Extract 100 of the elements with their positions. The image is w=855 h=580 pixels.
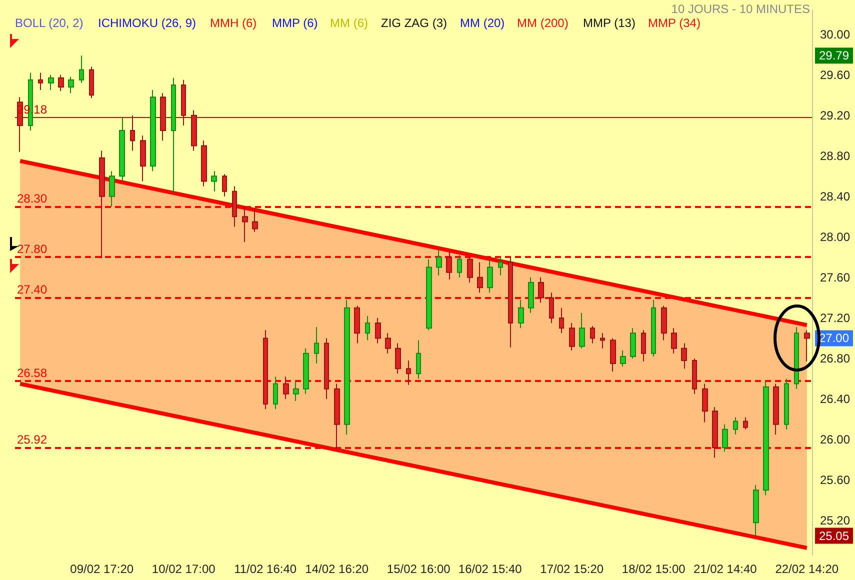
candlestick xyxy=(68,76,74,94)
candlestick xyxy=(733,416,738,435)
candlestick xyxy=(498,256,503,276)
y-tick-label: 30.00 xyxy=(820,27,850,42)
y-tick-label: 26.00 xyxy=(820,432,850,447)
candlestick xyxy=(232,186,237,228)
candlestick xyxy=(171,77,176,193)
candlestick xyxy=(416,340,421,380)
x-tick-label: 14/02 16:20 xyxy=(305,562,369,576)
y-tick-label: 27.20 xyxy=(820,310,850,325)
candlestick xyxy=(620,350,626,368)
candlestick xyxy=(559,307,564,334)
candlestick xyxy=(671,328,677,354)
candlestick xyxy=(753,484,759,536)
ref-line-label: 26.58 xyxy=(17,366,48,380)
y-tick-label: 28.40 xyxy=(820,189,850,204)
y-tick-label: 27.60 xyxy=(820,270,850,284)
annotation: MMP (6) xyxy=(272,16,318,30)
annotation: 29.79 xyxy=(819,48,850,63)
candlestick xyxy=(273,376,278,410)
y-tick-label: 29.60 xyxy=(820,68,850,82)
candlestick xyxy=(314,326,319,364)
candlestick xyxy=(344,299,350,435)
candlestick xyxy=(773,383,779,435)
candlestick xyxy=(487,258,493,294)
annotation: MMP (34) xyxy=(648,16,700,30)
candlestick xyxy=(661,305,667,341)
y-tick-label: 29.20 xyxy=(820,108,850,122)
ref-line-label: 27.80 xyxy=(17,242,48,256)
candlestick xyxy=(263,330,268,410)
candlestick xyxy=(58,74,64,92)
candlestick xyxy=(446,252,452,280)
candlestick xyxy=(130,114,135,152)
candlestick xyxy=(712,406,718,458)
y-tick-label: 25.20 xyxy=(820,514,850,528)
candlestick xyxy=(89,66,94,99)
annotation: 25.05 xyxy=(819,528,850,543)
x-tick-label: 11/02 16:40 xyxy=(234,562,297,576)
candlestick xyxy=(283,376,289,400)
x-tick-label: 09/02 17:20 xyxy=(70,562,134,576)
candlestick xyxy=(324,338,329,400)
candlestick xyxy=(293,380,299,402)
candlestick xyxy=(242,206,248,242)
candlestick xyxy=(457,254,462,278)
candlestick xyxy=(119,116,125,182)
annotation: MM (6) xyxy=(330,16,368,30)
ref-line-label: 27.40 xyxy=(17,282,48,297)
candlestick xyxy=(385,332,391,354)
candlestick xyxy=(641,330,646,362)
annotation: MM (20) xyxy=(460,16,505,30)
candlestick xyxy=(477,262,483,294)
candlestick xyxy=(467,256,473,283)
candlestick xyxy=(722,424,728,452)
annotation: BOLL (20, 2) xyxy=(15,16,84,30)
candlestick xyxy=(794,326,799,390)
candlestick xyxy=(692,358,697,394)
candlestick xyxy=(303,348,309,394)
y-tick-label: 26.40 xyxy=(820,392,850,406)
candlestick xyxy=(600,332,605,349)
annotation: MMP (13) xyxy=(583,16,636,30)
candlestick xyxy=(375,317,381,344)
candlestick xyxy=(528,276,534,314)
x-tick-label: 15/02 16:00 xyxy=(386,562,451,576)
candlestick xyxy=(590,326,595,344)
candlestick xyxy=(763,380,769,496)
y-tick-label: 28.80 xyxy=(820,148,850,163)
candlestick xyxy=(630,328,636,359)
candlestick xyxy=(406,360,411,386)
candlestick xyxy=(191,110,197,152)
candlestick xyxy=(538,276,544,304)
y-tick-label: 28.00 xyxy=(820,230,850,244)
candlestick xyxy=(436,248,442,276)
candlestick xyxy=(79,55,84,84)
candlestick xyxy=(508,256,513,348)
ref-line-label: 28.30 xyxy=(17,192,48,206)
candlestick xyxy=(222,174,227,197)
x-tick-label: 16/02 15:40 xyxy=(458,562,522,576)
y-tick-label: 25.60 xyxy=(820,473,850,488)
candlestick xyxy=(804,330,810,362)
x-tick-label: 21/02 14:40 xyxy=(693,562,758,576)
candlestick xyxy=(211,170,217,192)
candlestick xyxy=(150,90,156,172)
candlestick xyxy=(549,292,554,324)
y-tick-label: 26.80 xyxy=(820,351,850,366)
candlestick xyxy=(109,170,115,208)
candlestick xyxy=(38,72,43,91)
candlestick xyxy=(610,338,616,372)
x-tick-label: 18/02 15:00 xyxy=(622,562,686,576)
candlestick xyxy=(395,342,401,374)
candlestick xyxy=(48,74,54,91)
candlestick xyxy=(518,299,524,329)
candlestick xyxy=(426,258,432,331)
candlestick xyxy=(784,378,789,430)
candlestick xyxy=(201,140,207,187)
x-tick-label: 22/02 14:20 xyxy=(775,562,839,576)
candlestick xyxy=(252,208,258,232)
candlestick xyxy=(354,305,360,344)
annotation: 10 JOURS - 10 MINUTES xyxy=(671,2,810,16)
candlestick xyxy=(181,79,186,126)
annotation: MMH (6) xyxy=(210,16,257,30)
